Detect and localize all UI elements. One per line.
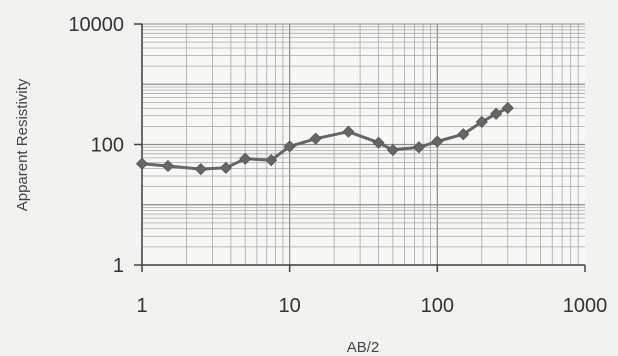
data-point (194, 163, 207, 176)
x-tick-label: 10 (279, 295, 301, 317)
data-point (501, 101, 514, 115)
data-point (265, 154, 278, 167)
data-point (372, 136, 385, 149)
data-point (475, 115, 488, 128)
x-axis-title: AB/2 (347, 339, 380, 356)
data-point (386, 143, 399, 157)
y-axis-title: Apparent Resistivity (14, 78, 31, 211)
data-point (490, 107, 503, 120)
data-series (135, 101, 514, 176)
data-point (135, 157, 149, 170)
data-point (342, 125, 355, 138)
x-tick-label: 1 (136, 295, 147, 317)
tick-labels: 1 10 100 1000 1 100 10000 (68, 14, 607, 317)
data-point (309, 132, 322, 145)
y-tick-label: 100 (91, 135, 124, 157)
axes (134, 23, 586, 272)
x-tick-label: 100 (421, 295, 454, 317)
data-point (239, 152, 252, 165)
x-tick-label: 1000 (563, 295, 608, 317)
data-point (457, 128, 470, 141)
data-point (161, 159, 175, 173)
data-point (283, 140, 296, 153)
y-tick-label: 10000 (68, 14, 124, 36)
y-tick-label: 1 (113, 255, 124, 277)
data-point (219, 161, 232, 174)
data-point (412, 141, 425, 154)
data-point (431, 135, 444, 148)
